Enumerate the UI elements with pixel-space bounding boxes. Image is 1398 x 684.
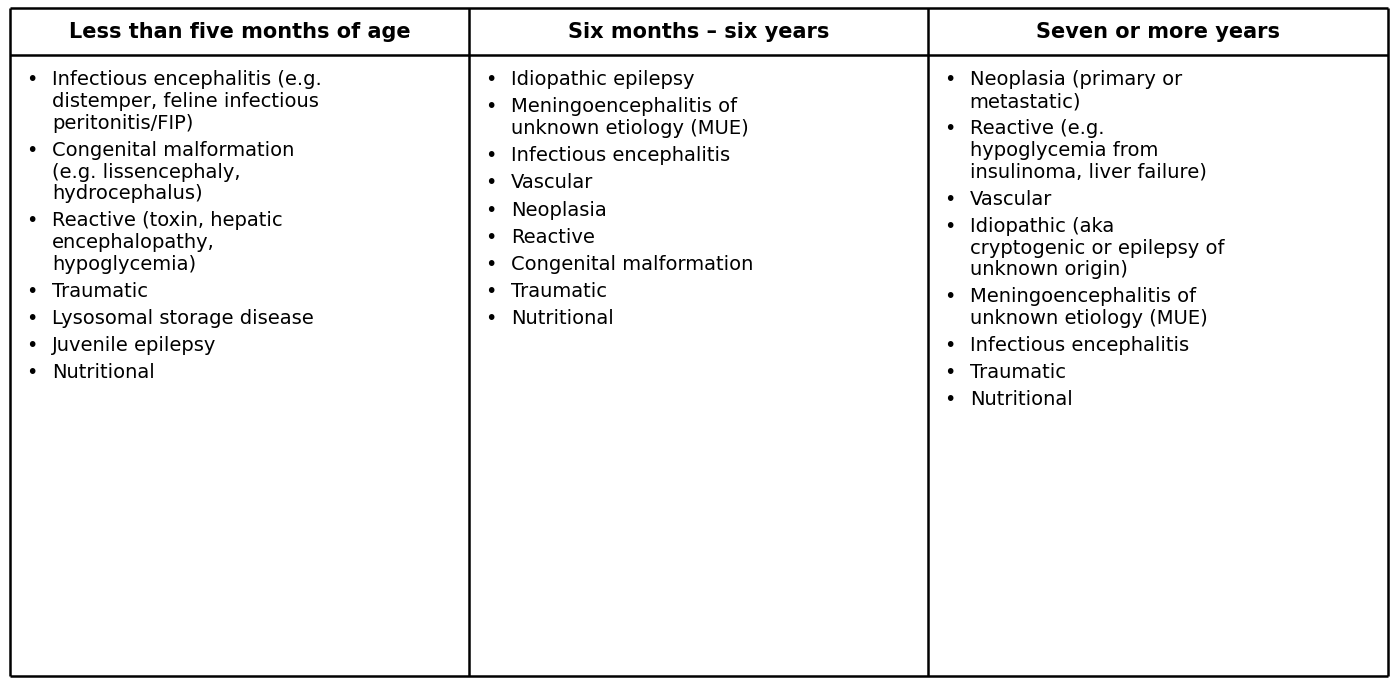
Text: •: • — [944, 391, 955, 410]
Text: metastatic): metastatic) — [970, 92, 1081, 111]
Text: •: • — [485, 200, 496, 220]
Text: •: • — [485, 146, 496, 166]
Text: hypoglycemia from: hypoglycemia from — [970, 141, 1158, 160]
Text: unknown etiology (MUE): unknown etiology (MUE) — [510, 119, 748, 138]
Text: Nutritional: Nutritional — [970, 391, 1072, 410]
Text: Nutritional: Nutritional — [52, 363, 155, 382]
Text: •: • — [944, 189, 955, 209]
Text: peritonitis/FIP): peritonitis/FIP) — [52, 114, 193, 133]
Text: unknown origin): unknown origin) — [970, 260, 1128, 279]
Text: Reactive (e.g.: Reactive (e.g. — [970, 119, 1104, 138]
Text: •: • — [27, 336, 38, 355]
Text: Vascular: Vascular — [970, 189, 1053, 209]
Text: Traumatic: Traumatic — [510, 282, 607, 301]
Text: •: • — [485, 174, 496, 192]
Text: Vascular: Vascular — [510, 174, 593, 192]
Text: •: • — [27, 70, 38, 90]
Text: hydrocephalus): hydrocephalus) — [52, 184, 203, 203]
Text: •: • — [944, 70, 955, 90]
Text: Reactive: Reactive — [510, 228, 594, 247]
Text: cryptogenic or epilepsy of: cryptogenic or epilepsy of — [970, 239, 1225, 257]
Text: Seven or more years: Seven or more years — [1036, 21, 1281, 42]
Text: •: • — [27, 282, 38, 301]
Text: Traumatic: Traumatic — [52, 282, 148, 301]
Text: Meningoencephalitis of: Meningoencephalitis of — [510, 98, 737, 116]
Text: •: • — [485, 282, 496, 301]
Text: •: • — [944, 287, 955, 306]
Text: encephalopathy,: encephalopathy, — [52, 233, 215, 252]
Text: •: • — [27, 363, 38, 382]
Text: distemper, feline infectious: distemper, feline infectious — [52, 92, 319, 111]
Text: Neoplasia (primary or: Neoplasia (primary or — [970, 70, 1181, 90]
Text: Infectious encephalitis (e.g.: Infectious encephalitis (e.g. — [52, 70, 322, 90]
Text: hypoglycemia): hypoglycemia) — [52, 255, 196, 274]
Text: •: • — [485, 228, 496, 247]
Text: Traumatic: Traumatic — [970, 363, 1065, 382]
Text: (e.g. lissencephaly,: (e.g. lissencephaly, — [52, 163, 240, 181]
Text: •: • — [944, 217, 955, 236]
Text: insulinoma, liver failure): insulinoma, liver failure) — [970, 163, 1206, 181]
Text: Lysosomal storage disease: Lysosomal storage disease — [52, 309, 313, 328]
Text: •: • — [485, 255, 496, 274]
Text: Less than five months of age: Less than five months of age — [69, 21, 410, 42]
Text: •: • — [944, 119, 955, 138]
Text: Congenital malformation: Congenital malformation — [510, 255, 754, 274]
Text: Infectious encephalitis: Infectious encephalitis — [510, 146, 730, 166]
Text: Congenital malformation: Congenital malformation — [52, 141, 295, 160]
Text: •: • — [944, 336, 955, 355]
Text: •: • — [27, 211, 38, 231]
Text: •: • — [27, 309, 38, 328]
Text: •: • — [485, 98, 496, 116]
Text: •: • — [944, 363, 955, 382]
Text: Meningoencephalitis of: Meningoencephalitis of — [970, 287, 1195, 306]
Text: Juvenile epilepsy: Juvenile epilepsy — [52, 336, 217, 355]
Text: Reactive (toxin, hepatic: Reactive (toxin, hepatic — [52, 211, 282, 231]
Text: Idiopathic (aka: Idiopathic (aka — [970, 217, 1114, 236]
Text: Infectious encephalitis: Infectious encephalitis — [970, 336, 1188, 355]
Text: Nutritional: Nutritional — [510, 309, 614, 328]
Text: Idiopathic epilepsy: Idiopathic epilepsy — [510, 70, 695, 90]
Text: •: • — [485, 70, 496, 90]
Text: Six months – six years: Six months – six years — [568, 21, 829, 42]
Text: Neoplasia: Neoplasia — [510, 200, 607, 220]
Text: •: • — [27, 141, 38, 160]
Text: unknown etiology (MUE): unknown etiology (MUE) — [970, 309, 1208, 328]
Text: •: • — [485, 309, 496, 328]
